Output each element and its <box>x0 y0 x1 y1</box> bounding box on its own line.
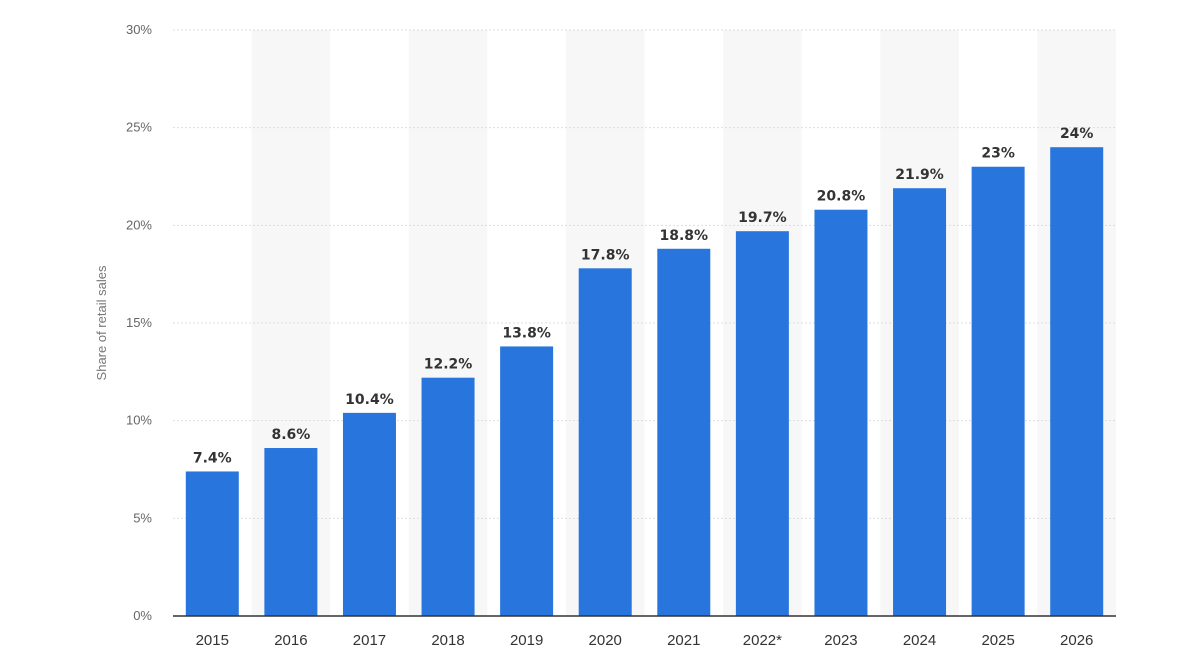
x-tick-label: 2022* <box>743 632 782 649</box>
data-label: 7.4% <box>193 450 232 466</box>
bar[interactable] <box>578 268 632 616</box>
bars <box>185 147 1104 617</box>
data-label: 21.9% <box>895 167 944 183</box>
x-tick-label: 2015 <box>196 632 229 649</box>
x-tick-label: 2017 <box>353 632 386 649</box>
bar[interactable] <box>264 448 318 616</box>
data-label: 17.8% <box>581 247 630 263</box>
y-tick-label: 10% <box>126 413 152 428</box>
y-axis-title: Share of retail sales <box>94 265 109 380</box>
data-label: 18.8% <box>660 228 709 244</box>
data-label: 10.4% <box>345 392 394 408</box>
y-axis-ticks: 0% 5% 10% 15% 20% 25% 30% <box>126 22 152 623</box>
x-tick-label: 2016 <box>274 632 307 649</box>
bar[interactable] <box>814 209 868 616</box>
data-label: 20.8% <box>817 189 866 205</box>
data-label: 12.2% <box>424 357 473 373</box>
bar[interactable] <box>342 412 396 616</box>
x-tick-label: 2021 <box>667 632 700 649</box>
bar[interactable] <box>971 166 1025 616</box>
data-label: 24% <box>1060 126 1094 142</box>
bar[interactable] <box>185 471 239 616</box>
x-tick-label: 2023 <box>824 632 857 649</box>
y-tick-label: 5% <box>133 510 152 525</box>
x-axis-ticks: 2015 2016 2017 2018 2019 2020 2021 2022* 2023 202… <box>196 632 1094 649</box>
y-tick-label: 25% <box>126 120 152 135</box>
y-tick-label: 20% <box>126 217 152 232</box>
bar[interactable] <box>657 248 711 617</box>
bar[interactable] <box>421 377 475 616</box>
bar[interactable] <box>1050 147 1104 616</box>
y-tick-label: 0% <box>133 608 152 623</box>
data-label: 19.7% <box>738 210 787 226</box>
x-tick-label: 2025 <box>981 632 1014 649</box>
bar[interactable] <box>735 231 789 616</box>
bar[interactable] <box>893 188 947 616</box>
data-label: 13.8% <box>502 325 551 341</box>
data-label: 8.6% <box>271 427 310 443</box>
data-labels: 7.4% 8.6% 10.4% 12.2% 13.8% 17.8% 18.8% 19.7% 20… <box>193 126 1094 466</box>
x-tick-label: 2026 <box>1060 632 1093 649</box>
x-tick-label: 2024 <box>903 632 936 649</box>
y-tick-label: 30% <box>126 22 152 37</box>
bar[interactable] <box>500 346 554 616</box>
x-tick-label: 2020 <box>589 632 622 649</box>
data-label: 23% <box>981 146 1015 162</box>
x-tick-label: 2019 <box>510 632 543 649</box>
gridlines <box>173 29 1116 519</box>
x-tick-label: 2018 <box>431 632 464 649</box>
y-tick-label: 15% <box>126 315 152 330</box>
